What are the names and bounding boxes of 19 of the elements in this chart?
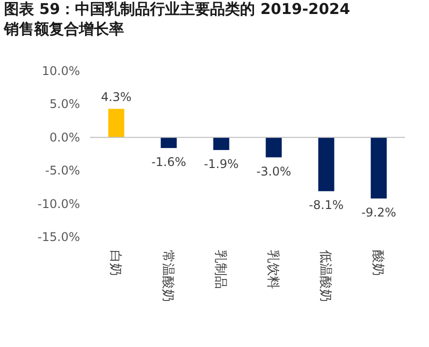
- data-label: -3.0%: [256, 164, 292, 178]
- y-tick-label: 0.0%: [50, 130, 80, 144]
- x-tick-label: 乳制品: [212, 250, 228, 289]
- data-label: -1.6%: [151, 155, 186, 170]
- x-tick-label: 酸奶: [370, 250, 385, 276]
- x-tick-label: 乳饮料: [264, 250, 280, 289]
- chart-title: 图表 59：中国乳制品行业主要品类的 2019-2024 销售额复合增长率: [3, 0, 350, 38]
- data-label: -1.9%: [204, 157, 239, 172]
- y-tick-label: -5.0%: [45, 164, 80, 178]
- x-tick-label: 白奶: [107, 250, 122, 276]
- y-tick-label: 10.0%: [42, 64, 80, 78]
- data-label: -9.2%: [361, 205, 396, 220]
- y-tick-label: -10.0%: [38, 196, 80, 211]
- y-tick-label: -15.0%: [38, 230, 80, 244]
- x-tick-label: 常温酸奶: [160, 250, 175, 302]
- y-tick-label: 5.0%: [50, 97, 80, 112]
- data-label: -8.1%: [308, 198, 344, 212]
- x-tick-label: 低温酸奶: [317, 250, 332, 302]
- data-label: 4.3%: [101, 90, 132, 104]
